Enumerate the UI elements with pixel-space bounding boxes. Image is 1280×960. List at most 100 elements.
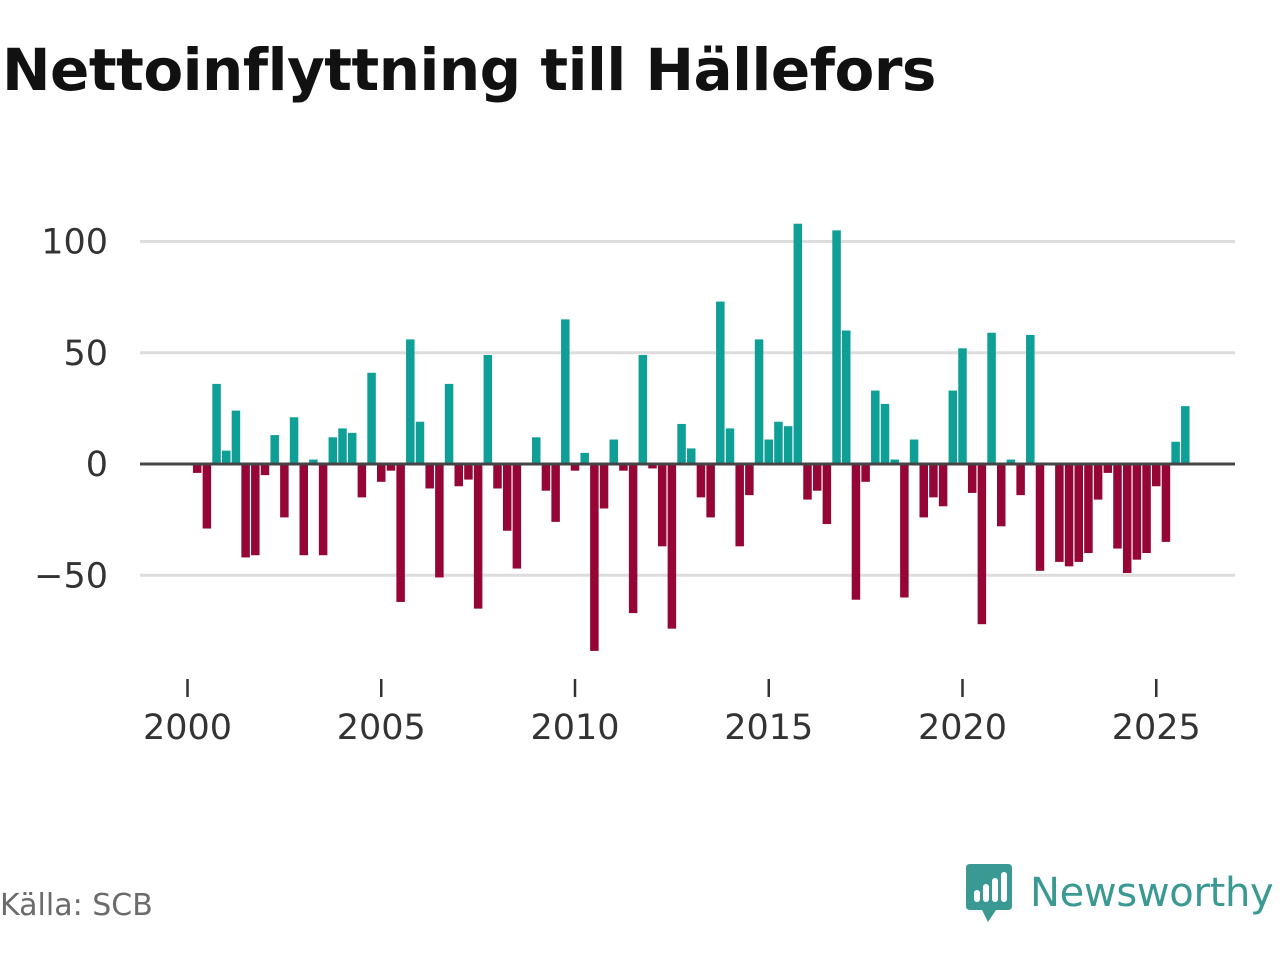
bar[interactable] [338,428,347,464]
bar[interactable] [774,421,783,464]
bar[interactable] [328,437,338,464]
bar[interactable] [1093,464,1103,500]
bar[interactable] [299,464,309,556]
bar[interactable] [725,428,735,464]
bar[interactable] [667,464,677,629]
bar[interactable] [202,464,212,529]
bar[interactable] [270,435,279,464]
bar[interactable] [929,464,938,498]
bar[interactable] [599,464,609,509]
bar[interactable] [619,464,628,471]
bar[interactable] [1132,464,1142,560]
bar[interactable] [832,230,841,464]
bar[interactable] [473,464,483,609]
bar[interactable] [677,423,686,464]
bar[interactable] [1161,464,1171,542]
bar[interactable] [706,464,715,518]
bar[interactable] [570,464,580,471]
bar[interactable] [444,383,454,464]
bar[interactable] [803,464,812,500]
bar[interactable] [958,348,967,464]
bar[interactable] [735,464,744,547]
bar[interactable] [551,464,560,522]
bar[interactable] [1016,464,1025,496]
bar[interactable] [1084,464,1093,553]
bar[interactable] [987,332,996,464]
bar[interactable] [997,464,1006,527]
bar[interactable] [386,464,396,471]
bar[interactable] [493,464,502,489]
bar[interactable] [406,339,415,464]
bar[interactable] [638,354,648,464]
bar[interactable] [1026,334,1035,464]
bar[interactable] [367,372,376,464]
bar[interactable] [347,432,357,464]
brand-logo[interactable]: Newsworthy [964,862,1274,924]
bar[interactable] [793,223,803,464]
bar[interactable] [1113,464,1122,549]
bar[interactable] [900,464,909,598]
bar[interactable] [541,464,551,491]
bar[interactable] [938,464,948,507]
bar[interactable] [289,417,299,464]
bar[interactable] [948,390,958,464]
bar[interactable] [483,354,493,464]
bar[interactable] [909,439,919,464]
bar[interactable] [1006,459,1016,464]
bar[interactable] [1103,464,1113,473]
bar[interactable] [425,464,434,489]
bar[interactable] [1055,464,1064,562]
bar[interactable] [532,437,541,464]
bar[interactable] [919,464,929,518]
bar[interactable] [561,319,570,464]
bar[interactable] [628,464,638,614]
bar[interactable] [435,464,444,578]
bar[interactable] [880,403,890,464]
bar[interactable] [1122,464,1132,574]
bar[interactable] [192,464,202,473]
bar[interactable] [967,464,977,493]
bar[interactable] [764,439,774,464]
bar[interactable] [454,464,464,487]
bar[interactable] [851,464,861,600]
bar[interactable] [609,439,619,464]
bar[interactable] [318,464,328,556]
bar[interactable] [212,383,221,464]
bar[interactable] [783,426,793,464]
bar[interactable] [812,464,822,491]
bar[interactable] [260,464,270,476]
bar[interactable] [687,448,696,464]
bar[interactable] [822,464,832,525]
bar[interactable] [222,450,231,464]
bar[interactable] [251,464,260,556]
bar[interactable] [657,464,667,547]
bar[interactable] [1035,464,1045,571]
bar[interactable] [1064,464,1074,567]
bar[interactable] [977,464,987,625]
bar[interactable] [580,452,589,464]
bar[interactable] [890,459,899,464]
bar[interactable] [512,464,522,569]
bar[interactable] [716,301,725,464]
bar[interactable] [357,464,367,498]
bar[interactable] [745,464,754,496]
bar[interactable] [861,464,870,482]
bar[interactable] [377,464,386,482]
bar[interactable] [1181,406,1190,464]
bar[interactable] [464,464,473,480]
bar[interactable] [754,339,764,464]
bar[interactable] [1142,464,1151,553]
bar[interactable] [696,464,706,498]
bar[interactable] [309,459,318,464]
bar[interactable] [648,464,657,469]
bar[interactable] [842,330,851,465]
bar[interactable] [231,410,241,464]
bar[interactable] [590,464,599,651]
bar[interactable] [1074,464,1084,562]
bar[interactable] [502,464,512,531]
bar[interactable] [396,464,405,602]
bar[interactable] [1152,464,1161,487]
bar[interactable] [280,464,289,518]
bar[interactable] [871,390,880,464]
bar[interactable] [241,464,250,558]
